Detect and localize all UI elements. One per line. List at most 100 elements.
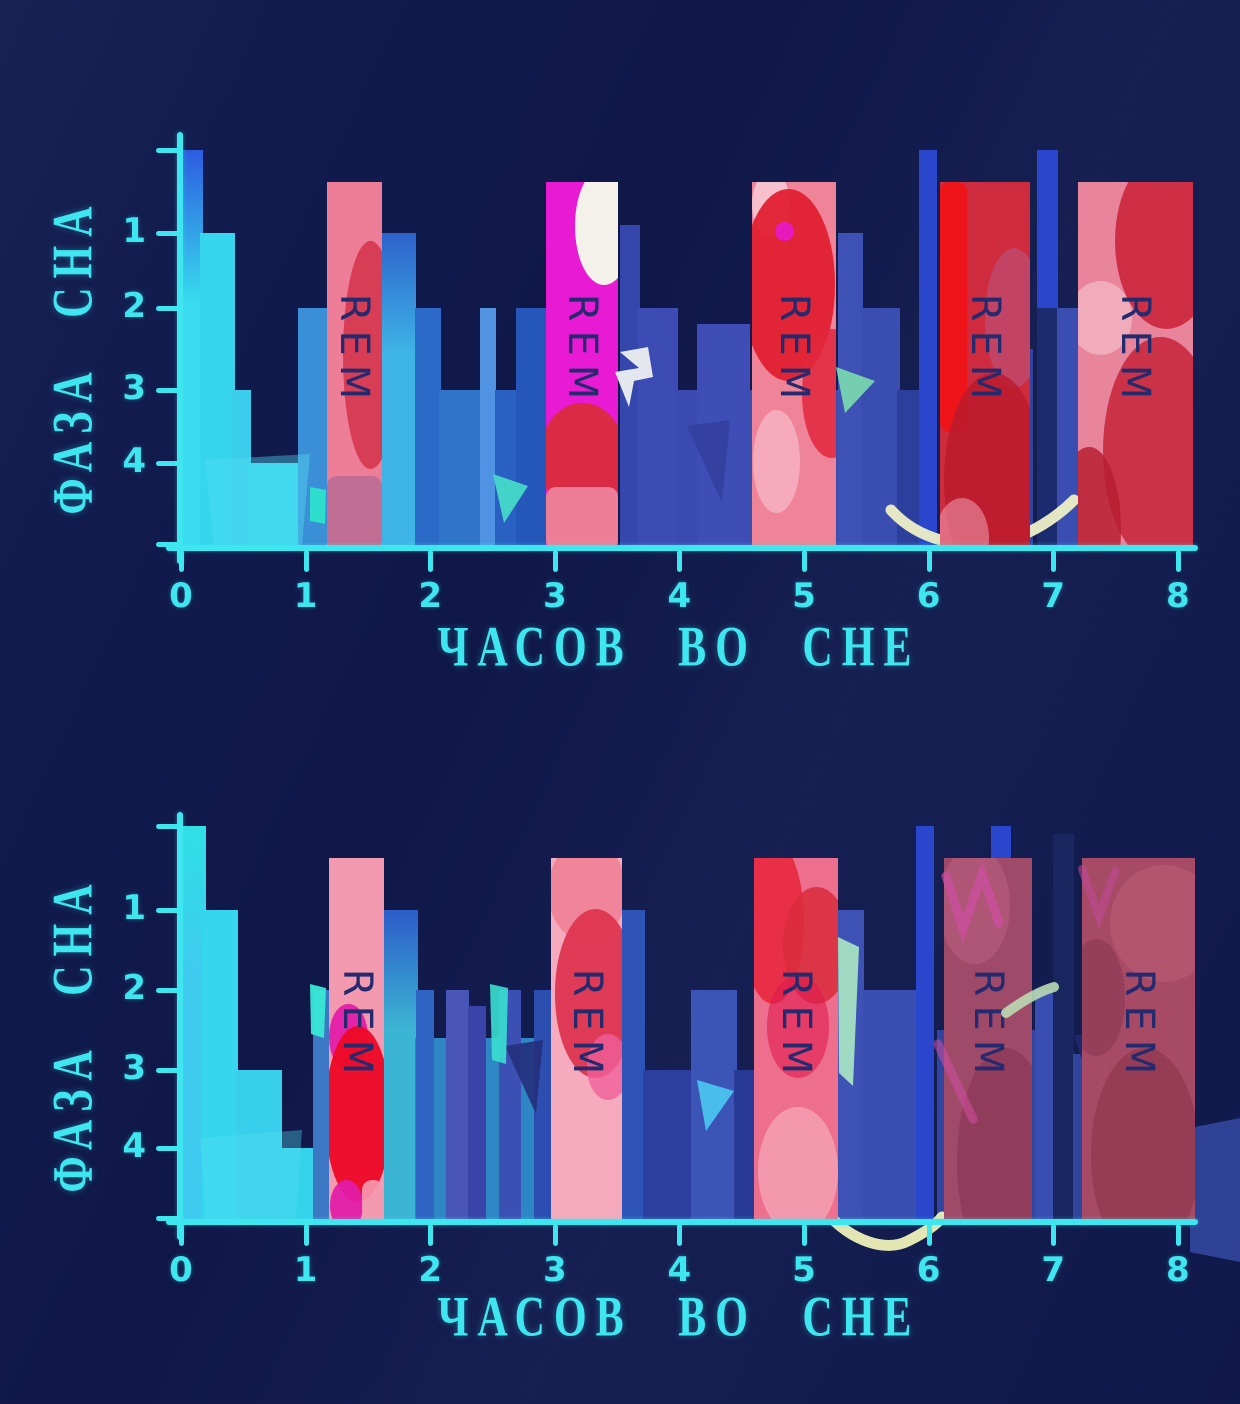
x-tick-label: 1	[293, 1250, 318, 1290]
sleep-stage-bar	[498, 990, 522, 1224]
sleep-stage-bar	[415, 308, 442, 550]
yellow-squiggle-decoration	[820, 1206, 948, 1251]
sleep-stage-bar	[937, 1030, 1035, 1224]
sleep-stage-bar	[480, 308, 497, 550]
sleep-stage-bar	[643, 1070, 692, 1224]
rem-band-paint-blob	[766, 975, 830, 1078]
sleep-stage-bar	[416, 990, 434, 1224]
rem-band-paint-blob	[754, 858, 805, 1005]
sleep-stage-bar	[235, 1070, 282, 1224]
teal-sliver-decoration-2	[490, 984, 508, 1064]
y-axis-line	[177, 812, 183, 1240]
green-triangle-decoration	[836, 367, 875, 413]
x-tick	[1051, 550, 1057, 572]
rem-band-paint-blob	[1110, 865, 1196, 983]
rem-band-paint-blob	[751, 189, 835, 381]
rem-band-label: REM	[771, 293, 818, 409]
x-tick	[677, 550, 683, 572]
sleep-stage-bar	[862, 990, 918, 1224]
sleep-stage-bar	[1073, 1054, 1196, 1224]
sage-stroke-decoration	[1001, 982, 1059, 1018]
y-axis-title: ФАЗА СНА	[42, 875, 106, 1193]
rem-band-paint-blob	[574, 182, 619, 286]
x-tick-label: 2	[418, 1250, 443, 1290]
rem-band: REM	[546, 182, 619, 550]
x-tick-label: 7	[1041, 576, 1066, 616]
x-tick	[179, 550, 184, 572]
teal-triangle-decoration	[493, 474, 528, 523]
sleep-stage-bar	[298, 308, 333, 550]
pink-zigzag-decoration	[941, 860, 1004, 944]
arrow-doodle-icon	[615, 347, 653, 407]
x-tick-label: 2	[418, 576, 443, 616]
rem-band: REM	[751, 182, 837, 550]
sleep-stage-bar	[313, 990, 333, 1224]
x-tick-label: 7	[1041, 1250, 1066, 1290]
x-tick	[1175, 550, 1181, 572]
sleep-stage-bar	[861, 308, 900, 550]
x-axis-line	[166, 1219, 1198, 1225]
rem-band: REM	[943, 858, 1032, 1224]
y-tick	[156, 148, 180, 153]
sleep-stage-bar	[533, 990, 553, 1224]
x-tick	[802, 1224, 807, 1246]
x-tick-label: 6	[916, 1250, 941, 1290]
sleep-stage-bar	[619, 224, 640, 550]
sleep-stage-bar	[1037, 150, 1059, 550]
sleep-stage-bar	[1080, 390, 1193, 550]
sleep-stage-bar	[749, 390, 839, 550]
x-tick	[552, 550, 558, 572]
rem-band-paint-blob	[943, 858, 1010, 965]
y-tick	[156, 824, 180, 829]
sleep-stage-bar	[330, 990, 385, 1224]
rem-band-label: REM	[964, 969, 1011, 1084]
rem-band-paint-blob	[984, 248, 1030, 389]
rem-band-paint-blob	[1103, 336, 1193, 550]
x-tick	[677, 1224, 683, 1246]
x-tick-label: 4	[667, 1250, 692, 1290]
x-tick	[926, 1224, 932, 1246]
cyan-wash-highlight	[200, 1130, 302, 1222]
y-tick	[156, 1068, 180, 1073]
y-tick-label: 4	[122, 1126, 146, 1166]
rem-band-paint-blob	[1114, 182, 1193, 330]
sleep-stage-bar	[734, 1070, 757, 1224]
rem-band-label: REM	[1112, 293, 1159, 409]
rem-band-paint-blob	[329, 1026, 385, 1203]
sleep-stage-bar	[516, 308, 548, 550]
x-tick-label: 6	[916, 576, 941, 616]
sleep-stage-bar	[897, 390, 922, 550]
pink-streak-decoration	[933, 1039, 978, 1124]
x-tick	[1051, 1224, 1057, 1246]
sleep-stage-bar	[754, 1070, 839, 1224]
sleep-stage-bar	[837, 233, 863, 550]
y-tick	[156, 461, 180, 466]
x-tick-label: 8	[1165, 1250, 1190, 1290]
sleep-stage-bar	[380, 233, 417, 550]
x-axis-line	[166, 545, 1198, 551]
sleep-stage-bar	[990, 826, 1011, 1224]
lightblue-triangle-decoration	[697, 1080, 734, 1131]
x-tick	[1175, 1224, 1181, 1246]
rem-band: REM	[329, 858, 385, 1224]
rem-band-paint-blob	[751, 182, 790, 238]
rem-band-paint-blob	[939, 182, 967, 433]
rem-band: REM	[551, 858, 623, 1224]
rem-band-paint-blob	[1090, 1048, 1196, 1224]
rem-band-paint-blob	[586, 1033, 623, 1100]
sleep-stage-bar	[620, 910, 645, 1224]
x-axis-title: ЧАСОВ ВО СНЕ	[437, 1286, 921, 1350]
rem-band-label: REM	[1115, 969, 1162, 1084]
sleep-stage-bar	[438, 390, 481, 550]
y-axis-title: ФАЗА СНА	[42, 197, 106, 515]
rem-band-paint-blob	[1078, 446, 1121, 550]
